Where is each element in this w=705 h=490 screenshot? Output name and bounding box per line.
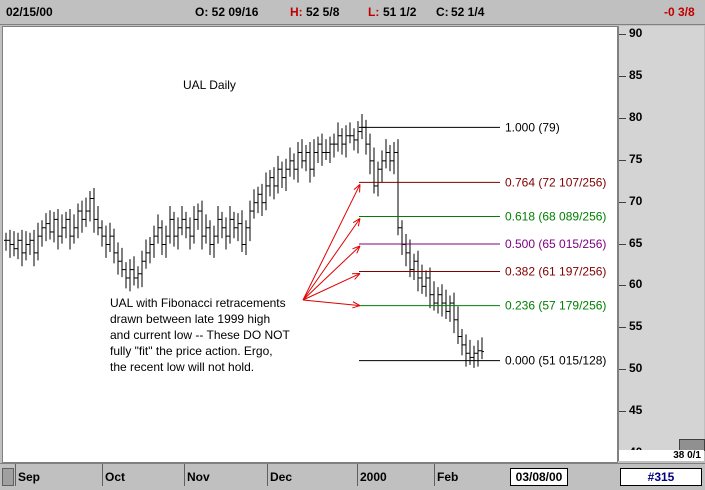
month-label: 2000 bbox=[360, 469, 387, 485]
date-box[interactable]: 03/08/00 bbox=[510, 468, 568, 486]
axis-tick-label: 70 bbox=[629, 194, 642, 208]
fib-label: 0.000 (51 015/128) bbox=[505, 354, 606, 368]
chart-title: UAL Daily bbox=[183, 78, 236, 92]
axis-tick-mark bbox=[619, 244, 626, 245]
month-tick bbox=[184, 464, 185, 486]
axis-tick-label: 90 bbox=[629, 26, 642, 40]
axis-bottom-value: 38 0/1 bbox=[619, 450, 704, 461]
price-axis: 9085807570656055504540 38 0/1 bbox=[618, 26, 704, 461]
axis-tick-mark bbox=[619, 118, 626, 119]
month-tick bbox=[102, 464, 103, 486]
chart-panel: UAL Daily 1.000 (79) 0.764 (72 107/256) 0.6… bbox=[2, 26, 618, 463]
axis-tick-label: 65 bbox=[629, 236, 642, 250]
fib-arrow bbox=[303, 274, 360, 300]
annotation-line: fully "fit" the price action. Ergo, bbox=[110, 344, 273, 358]
fib-arrow bbox=[303, 300, 360, 306]
quote-date: 02/15/00 bbox=[6, 0, 53, 24]
month-tick bbox=[357, 464, 358, 486]
axis-tick-label: 55 bbox=[629, 319, 642, 333]
fib-arrow bbox=[303, 218, 360, 300]
axis-tick-label: 60 bbox=[629, 277, 642, 291]
fib-label: 0.236 (57 179/256) bbox=[505, 299, 606, 313]
low-label: L: bbox=[368, 0, 379, 24]
chart-number-box[interactable]: #315 bbox=[620, 468, 702, 486]
month-label: Dec bbox=[270, 469, 292, 485]
month-label: Oct bbox=[105, 469, 125, 485]
axis-tick-mark bbox=[619, 369, 626, 370]
month-tick bbox=[434, 464, 435, 486]
fib-label: 0.500 (65 015/256) bbox=[505, 237, 606, 251]
fib-arrow bbox=[303, 184, 360, 300]
axis-tick-label: 50 bbox=[629, 361, 642, 375]
high-label: H: bbox=[290, 0, 303, 24]
time-axis: Sep Oct Nov Dec 2000 Feb 03/08/00 #315 bbox=[0, 463, 705, 490]
axis-tick-mark bbox=[619, 411, 626, 412]
axis-tick-label: 80 bbox=[629, 110, 642, 124]
high-value: 52 5/8 bbox=[306, 0, 339, 24]
low-value: 51 1/2 bbox=[383, 0, 416, 24]
axis-tick-mark bbox=[619, 285, 626, 286]
axis-tick-mark bbox=[619, 34, 626, 35]
fib-label: 0.618 (68 089/256) bbox=[505, 209, 606, 223]
close-value: 52 1/4 bbox=[451, 0, 484, 24]
axis-tick-label: 75 bbox=[629, 152, 642, 166]
month-tick bbox=[267, 464, 268, 486]
axis-tick-mark bbox=[619, 327, 626, 328]
quote-bar: 02/15/00 O: 52 09/16 H: 52 5/8 L: 51 1/2… bbox=[0, 0, 705, 25]
axis-tick-mark bbox=[619, 76, 626, 77]
axis-tick-mark bbox=[619, 202, 626, 203]
fib-label: 0.764 (72 107/256) bbox=[505, 175, 606, 189]
month-label: Sep bbox=[18, 469, 40, 485]
month-label: Nov bbox=[187, 469, 210, 485]
annotation-line: and current low -- These DO NOT bbox=[110, 328, 291, 342]
fib-arrow-head bbox=[352, 306, 360, 308]
close-label: C: bbox=[436, 0, 449, 24]
annotation-line: the recent low will not hold. bbox=[110, 360, 254, 374]
annotation-line: UAL with Fibonacci retracements bbox=[110, 296, 286, 310]
axis-tick-mark bbox=[619, 160, 626, 161]
fib-label: 1.000 (79) bbox=[505, 120, 560, 134]
month-tick bbox=[15, 464, 16, 486]
change-value: -0 3/8 bbox=[664, 0, 695, 24]
annotation-line: drawn between late 1999 high bbox=[110, 312, 270, 326]
axis-tick-label: 85 bbox=[629, 68, 642, 82]
open-value: O: 52 09/16 bbox=[195, 0, 258, 24]
axis-tick-label: 45 bbox=[629, 403, 642, 417]
month-label: Feb bbox=[437, 469, 458, 485]
scroll-left-handle[interactable] bbox=[2, 468, 14, 486]
price-chart: UAL Daily 1.000 (79) 0.764 (72 107/256) 0.6… bbox=[3, 27, 617, 462]
fib-label: 0.382 (61 197/256) bbox=[505, 265, 606, 279]
fib-arrow bbox=[303, 246, 360, 300]
